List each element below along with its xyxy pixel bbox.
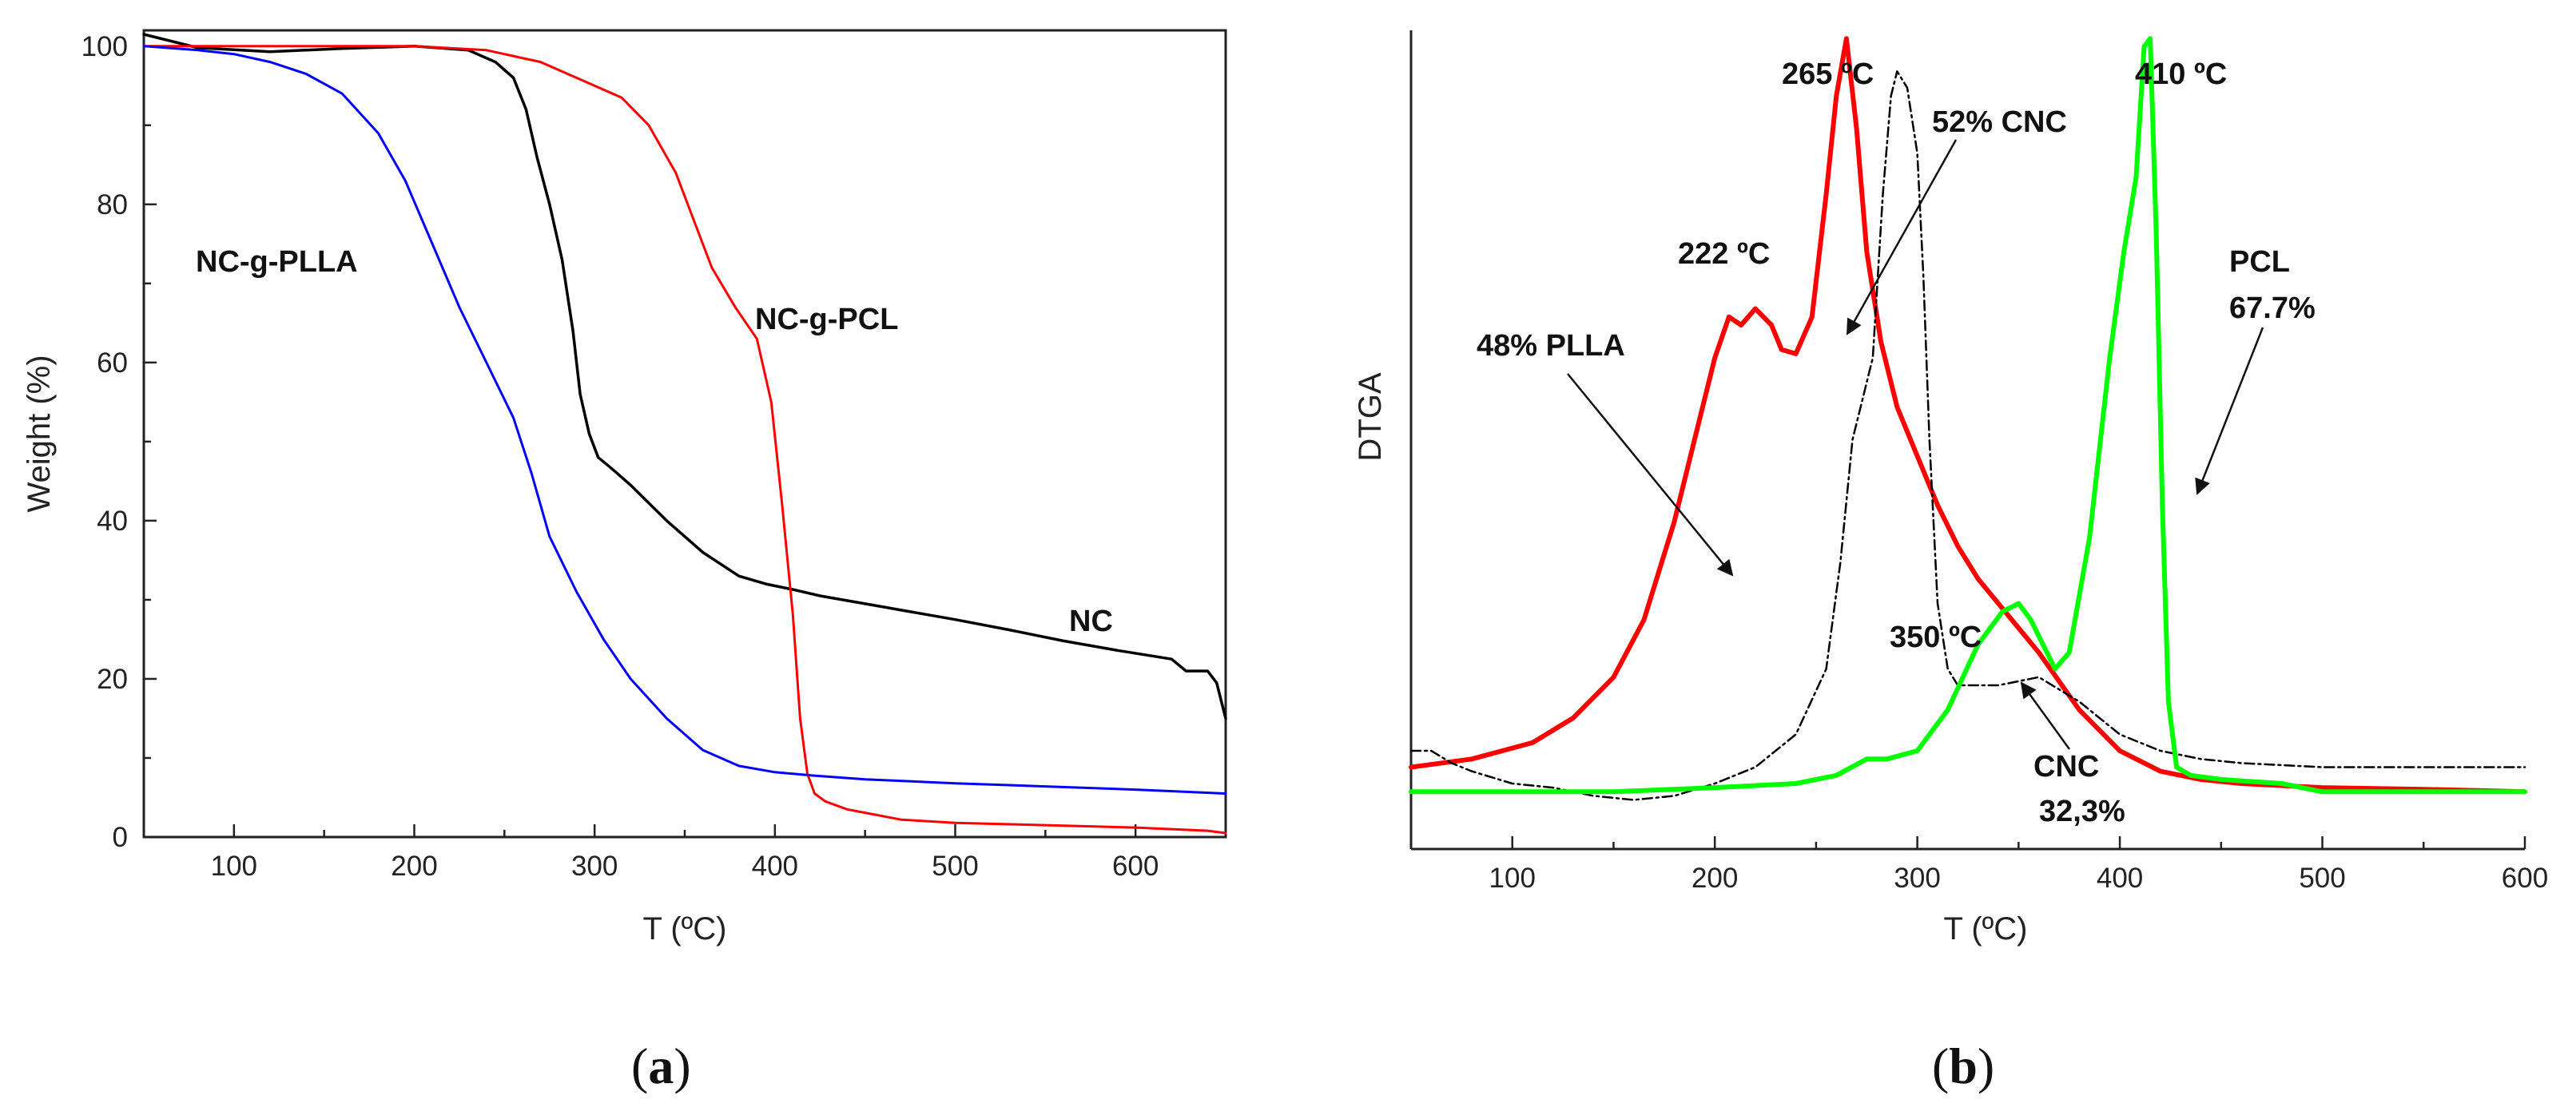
y-tick-label: 80 [97,189,128,220]
panel-a-series [142,33,1227,835]
x-tick-label: 600 [2502,863,2548,894]
panel-b-label: (b) [1932,1038,1994,1094]
x-tick-label: 200 [1691,863,1738,894]
x-tick-label: 500 [932,851,978,882]
y-tick-label: 20 [97,664,128,695]
x-tick-label: 100 [1489,863,1536,894]
arrow-52-cnc [1846,139,1958,335]
panel-a-label-open: ( [631,1038,648,1094]
x-tick-label: 400 [2097,863,2143,894]
panel-a-x-ticks: 100 200 300 400 500 600 [142,824,1227,882]
series-line-nc-g-pcl [1409,36,2527,795]
panel-a-label: (a) [631,1038,691,1094]
x-tick-label: 300 [571,851,618,882]
y-tick-label: 60 [97,347,128,379]
label-410c: 410 ºC [2135,58,2227,91]
panel-b-label-open: ( [1932,1038,1949,1094]
panel-a-y-axis-title: Weight (%) [22,355,57,512]
series-line-nc-cnc [1409,70,2526,801]
x-tick-label: 400 [752,851,798,882]
y-tick-label: 40 [97,506,128,537]
panel-a: 100 200 300 400 500 600 0 20 40 60 80 100 T (ºC) W… [22,29,1227,1094]
panel-b-label-letter: b [1949,1038,1978,1094]
label-pcl: PCL [2229,245,2290,279]
arrow-48-plla [1567,373,1734,577]
panel-a-plot-frame [142,29,1227,839]
series-line-nc-g-plla [142,45,1227,795]
panel-b-series [1409,36,2527,801]
label-222c: 222 ºC [1678,237,1770,271]
label-48-plla: 48% PLLA [1477,329,1625,363]
panel-a-x-axis-title: T (ºC) [643,911,727,946]
x-tick-label: 200 [391,851,437,882]
series-line-nc [142,33,1227,720]
label-350c: 350 ºC [1890,621,1982,654]
panel-b-x-ticks: 100 200 300 400 500 600 [1409,836,2548,894]
x-tick-label: 100 [211,851,257,882]
panel-a-y-ticks: 0 20 40 60 80 100 [81,31,157,853]
series-line-nc-g-plla [1409,36,2527,795]
panel-b: 100 200 300 400 500 600 T (ºC) DTGA 265 ºC 22… [1353,30,2548,1094]
y-tick-label: 100 [81,31,128,62]
panel-a-label-letter: a [648,1038,674,1094]
label-nc-g-plla: NC-g-PLLA [196,245,358,279]
panel-b-y-axis-title: DTGA [1353,372,1388,461]
x-tick-label: 600 [1112,851,1159,882]
x-tick-label: 300 [1894,863,1940,894]
label-nc-g-pcl: NC-g-PCL [755,303,898,336]
panel-b-label-close: ) [1978,1038,1994,1094]
panel-b-x-axis-title: T (ºC) [1944,911,2028,946]
x-tick-label: 500 [2299,863,2345,894]
arrow-cnc [2020,681,2071,750]
arrow-pcl [2195,327,2264,495]
label-32-3: 32,3% [2039,795,2125,828]
y-tick-label: 0 [113,822,128,853]
label-cnc: CNC [2033,750,2099,784]
label-67-7: 67.7% [2229,292,2316,325]
panel-a-label-close: ) [674,1038,690,1094]
label-nc: NC [1069,605,1113,638]
label-265c: 265 ºC [1782,58,1874,91]
series-line-nc-g-pcl [142,45,1227,835]
label-52-cnc: 52% CNC [1932,105,2067,139]
